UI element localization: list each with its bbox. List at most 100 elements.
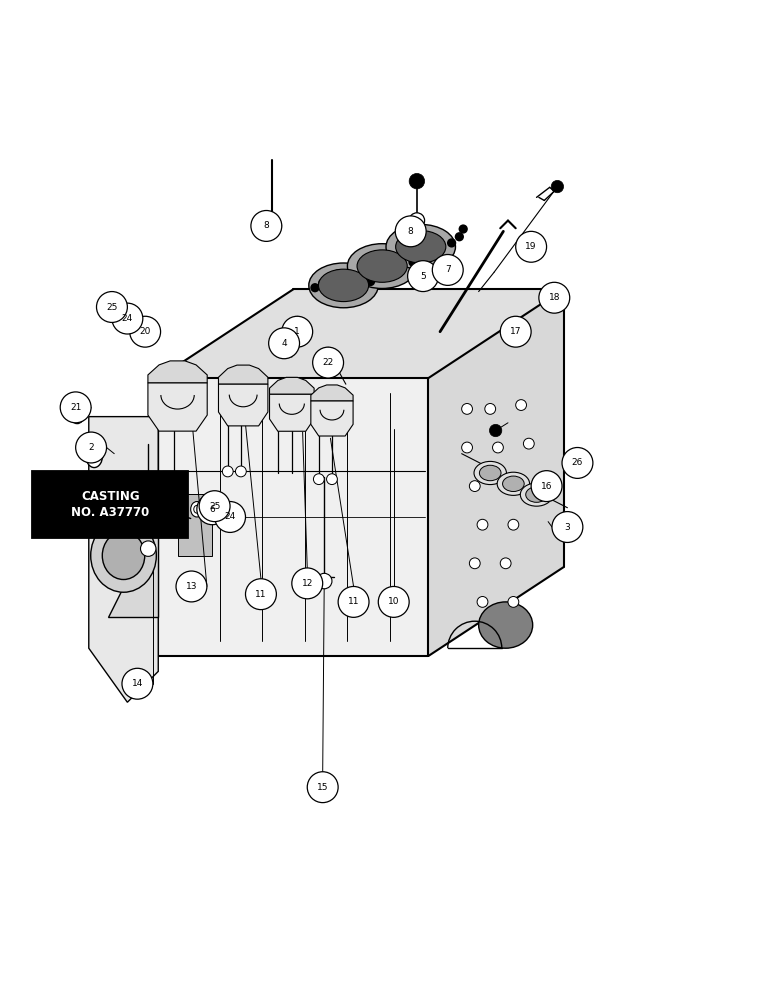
Circle shape <box>508 519 519 530</box>
Circle shape <box>245 579 276 610</box>
Circle shape <box>508 596 519 607</box>
Circle shape <box>338 586 369 617</box>
Polygon shape <box>218 365 268 384</box>
Text: 10: 10 <box>388 597 399 606</box>
Ellipse shape <box>108 303 120 319</box>
Text: 8: 8 <box>263 221 269 230</box>
Circle shape <box>310 283 320 292</box>
Circle shape <box>477 596 488 607</box>
Circle shape <box>493 442 503 453</box>
Circle shape <box>539 282 570 313</box>
Circle shape <box>176 571 207 602</box>
Text: 2: 2 <box>88 443 94 452</box>
Circle shape <box>130 316 161 347</box>
Circle shape <box>531 471 562 502</box>
Ellipse shape <box>497 472 530 495</box>
Circle shape <box>76 432 107 463</box>
Circle shape <box>222 466 233 477</box>
Circle shape <box>500 316 531 347</box>
FancyBboxPatch shape <box>32 471 188 538</box>
Circle shape <box>149 323 160 334</box>
Ellipse shape <box>474 461 506 485</box>
Text: 16: 16 <box>541 482 552 491</box>
Text: 19: 19 <box>526 242 537 251</box>
Ellipse shape <box>503 476 524 492</box>
Polygon shape <box>311 385 353 401</box>
Ellipse shape <box>102 532 144 580</box>
Text: 8: 8 <box>408 227 414 236</box>
Circle shape <box>500 481 511 492</box>
Circle shape <box>334 269 343 278</box>
Circle shape <box>60 392 91 423</box>
Ellipse shape <box>479 602 533 648</box>
Circle shape <box>455 232 464 241</box>
Polygon shape <box>269 377 314 394</box>
Text: 11: 11 <box>348 597 359 606</box>
Polygon shape <box>158 378 428 656</box>
Circle shape <box>197 494 228 525</box>
Text: 6: 6 <box>209 505 215 514</box>
Circle shape <box>477 519 488 530</box>
Ellipse shape <box>90 519 156 592</box>
Text: 26: 26 <box>572 458 583 467</box>
Text: 13: 13 <box>186 582 197 591</box>
Polygon shape <box>269 394 314 431</box>
Circle shape <box>122 668 153 699</box>
Polygon shape <box>158 289 564 378</box>
Polygon shape <box>311 401 353 436</box>
Circle shape <box>278 339 290 352</box>
Circle shape <box>523 438 534 449</box>
Circle shape <box>485 403 496 414</box>
Text: 20: 20 <box>140 327 151 336</box>
Ellipse shape <box>386 224 455 269</box>
Circle shape <box>313 474 324 485</box>
Circle shape <box>424 251 433 261</box>
Circle shape <box>462 442 472 453</box>
Circle shape <box>409 213 425 228</box>
Text: 18: 18 <box>549 293 560 302</box>
Circle shape <box>313 347 344 378</box>
Ellipse shape <box>318 269 368 302</box>
Polygon shape <box>148 383 207 431</box>
Circle shape <box>469 481 480 492</box>
Circle shape <box>203 504 214 515</box>
Ellipse shape <box>86 443 103 468</box>
Text: 22: 22 <box>323 358 334 367</box>
Ellipse shape <box>96 495 109 512</box>
Ellipse shape <box>111 307 117 315</box>
Circle shape <box>447 238 456 248</box>
Circle shape <box>409 173 425 189</box>
Circle shape <box>500 558 511 569</box>
Circle shape <box>531 481 542 492</box>
Circle shape <box>341 288 350 298</box>
Circle shape <box>282 316 313 347</box>
Ellipse shape <box>194 505 200 513</box>
Polygon shape <box>148 361 207 383</box>
Text: 25: 25 <box>209 502 220 511</box>
Circle shape <box>551 180 564 193</box>
Text: 11: 11 <box>256 590 266 599</box>
FancyBboxPatch shape <box>178 494 212 556</box>
Text: 15: 15 <box>317 783 328 792</box>
Circle shape <box>366 277 375 286</box>
Text: 24: 24 <box>225 512 235 521</box>
Text: CASTING
NO. A37770: CASTING NO. A37770 <box>71 490 150 519</box>
Ellipse shape <box>191 502 203 517</box>
Circle shape <box>96 292 127 322</box>
Ellipse shape <box>347 244 417 288</box>
Circle shape <box>141 541 156 556</box>
Text: 21: 21 <box>70 403 81 412</box>
Circle shape <box>318 278 327 288</box>
Circle shape <box>565 459 577 471</box>
Circle shape <box>552 512 583 542</box>
Text: 24: 24 <box>122 314 133 323</box>
Ellipse shape <box>70 407 84 424</box>
Circle shape <box>469 558 480 569</box>
Text: 17: 17 <box>510 327 521 336</box>
Ellipse shape <box>309 263 378 308</box>
Circle shape <box>96 486 127 517</box>
Circle shape <box>251 211 282 241</box>
Circle shape <box>459 224 468 234</box>
Ellipse shape <box>325 359 339 376</box>
Polygon shape <box>218 384 268 426</box>
